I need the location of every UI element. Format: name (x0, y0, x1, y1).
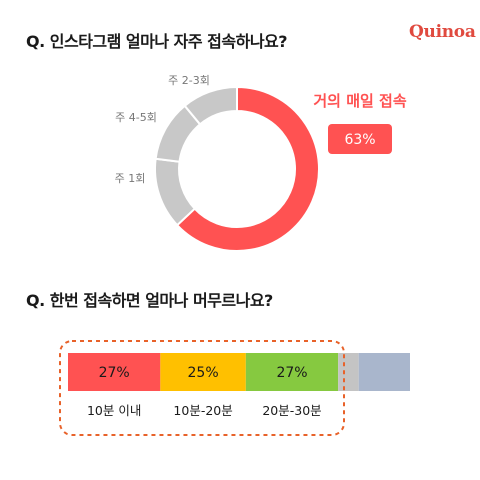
brand-logo: Quinoa (409, 22, 476, 42)
main-slice-value-badge (328, 124, 392, 154)
highlight-box (59, 340, 345, 436)
bar-segment-value-3: 27% (276, 365, 307, 381)
donut-slice-1 (175, 85, 320, 252)
question-1-title: Q. 인스타그램 얼마나 자주 접속하나요? (26, 32, 288, 51)
bar-segment-label-2: 10분-20분 (173, 403, 232, 418)
bar-segment-label-1: 10분 이내 (87, 403, 141, 418)
bar-segment-value-2: 25% (188, 365, 219, 381)
donut-slice-label-2: 주 1회 (115, 172, 146, 185)
bar-segment-1 (68, 353, 161, 391)
bar-segment-5 (358, 353, 410, 391)
bar-segment-value-1: 27% (99, 365, 130, 381)
donut-slice-label-4: 주 2-3회 (168, 74, 210, 87)
donut-slice-label-3: 주 4-5회 (115, 111, 157, 124)
bar-segment-2 (160, 353, 246, 391)
question-2-title: Q. 한번 접속하면 얼마나 머무르나요? (26, 291, 273, 310)
donut-slice-4 (183, 85, 238, 126)
bar-segment-label-3: 20분-30분 (262, 403, 321, 418)
donut-slice-2 (154, 157, 197, 227)
main-slice-value-label: 63% (344, 132, 375, 148)
bar-segment-3 (245, 353, 339, 391)
bar-segment-4 (338, 353, 359, 391)
main-slice-label: 거의 매일 접속 (313, 92, 406, 110)
